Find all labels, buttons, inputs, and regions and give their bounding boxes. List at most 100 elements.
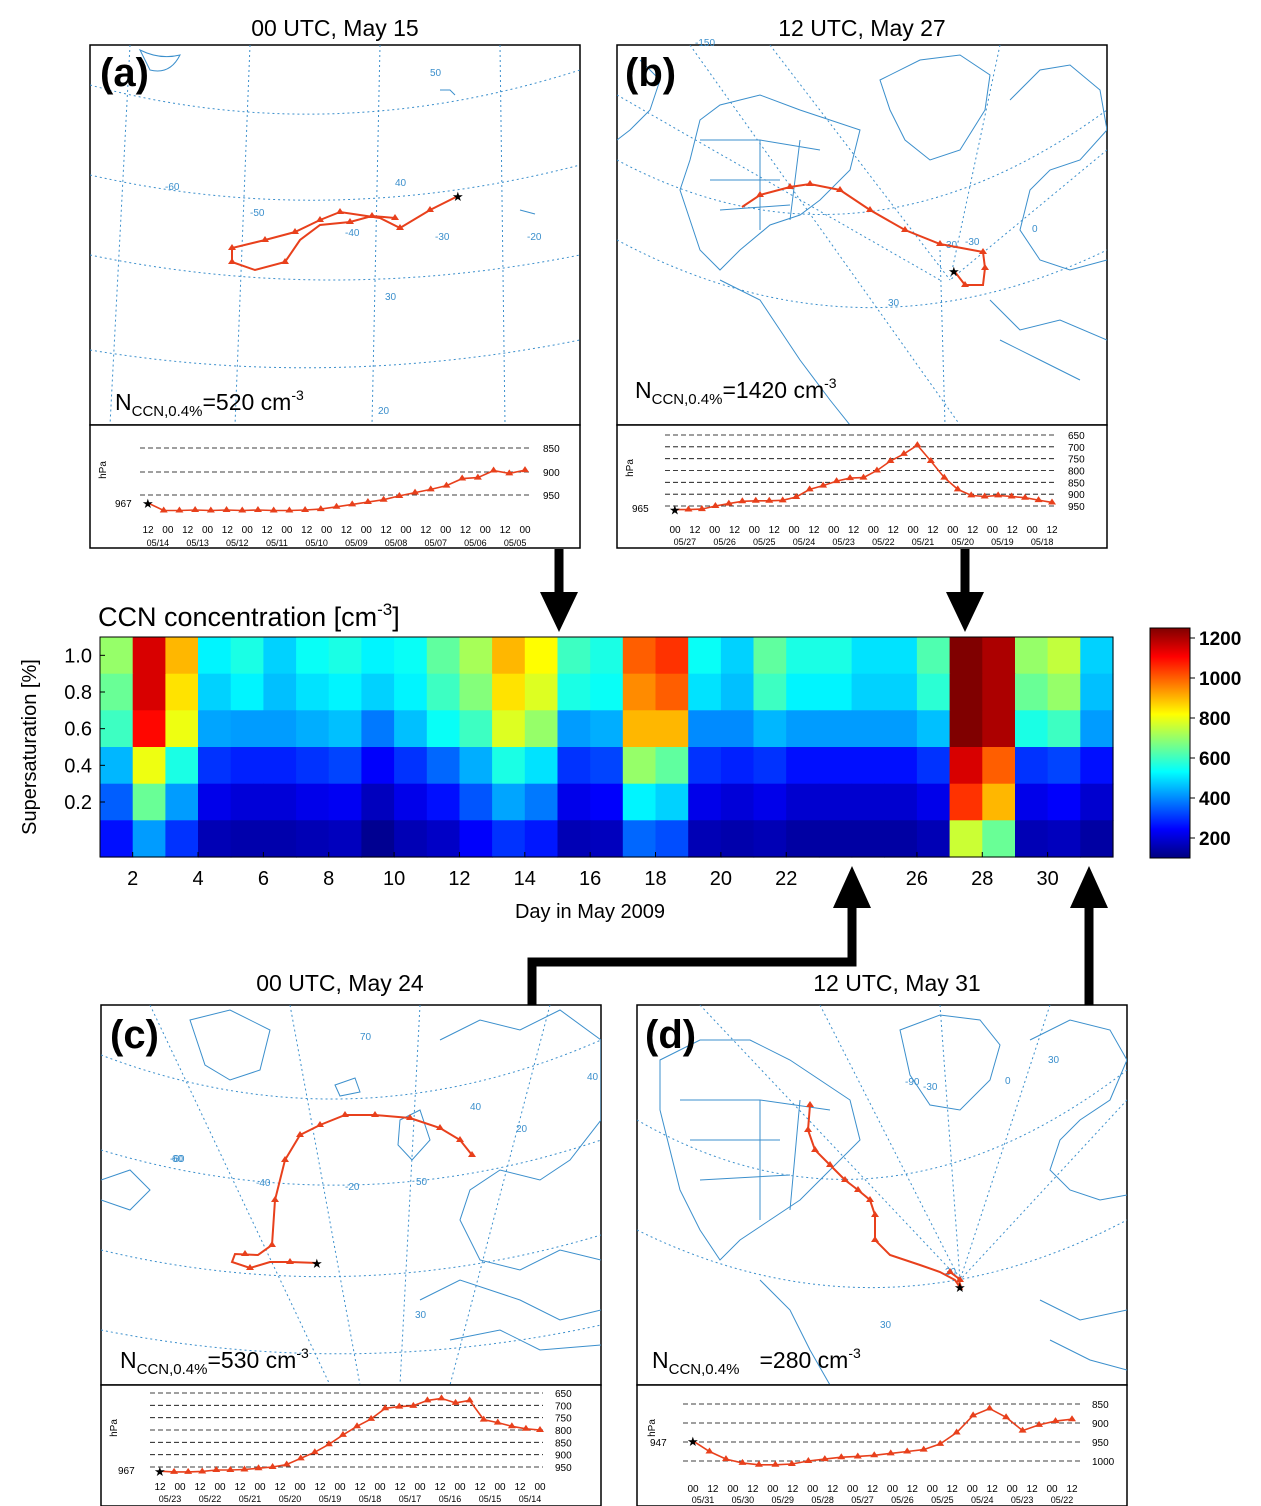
heatmap-cell — [655, 637, 689, 675]
panel-c-profile-marker-icon — [395, 1402, 404, 1409]
panel-a-profile-marker-icon — [253, 506, 262, 513]
panel-b-profile-marker-icon — [940, 473, 949, 480]
panel-a-level-850: 850 — [543, 444, 560, 455]
heatmap-cell — [786, 747, 820, 785]
panel-d-time-tick: 00 — [727, 1484, 739, 1495]
panel-d-profile-marker-icon — [738, 1458, 747, 1465]
panel-d-date-label: 05/22 — [1051, 1495, 1074, 1505]
panel-c-profile-marker-icon — [353, 1422, 362, 1429]
panel-a-profile-marker-icon — [301, 506, 310, 513]
panel-c-ncc-prefix: N — [120, 1347, 137, 1373]
panel-b-time-tick: 00 — [908, 525, 920, 536]
panel-c-profile-marker-icon — [451, 1398, 460, 1405]
heatmap-cell — [296, 820, 330, 858]
panel-d-trajectory — [806, 1104, 963, 1291]
panel-d-profile-marker-icon — [1018, 1426, 1027, 1433]
panel-c-profile-marker-icon — [212, 1465, 221, 1472]
panel-a-ncc-value: =520 cm — [202, 389, 291, 415]
heatmap-cell — [230, 783, 264, 821]
panel-c-level-label: 850 — [555, 1438, 572, 1449]
heatmap-cell — [426, 747, 461, 785]
panel-b-label: (b) — [625, 51, 676, 95]
panel-c-map — [101, 1005, 601, 1385]
heatmap-cell — [720, 820, 755, 858]
heatmap-cell — [426, 637, 461, 675]
heatmap-cell — [1015, 710, 1049, 748]
panel-d-profile-marker-icon — [1035, 1420, 1044, 1427]
heatmap-cell — [688, 747, 722, 785]
panel-d-time-ticks: 00 12 00 12 00 12 00 12 00 12 00 12 00 12 00 12 00 12 00 12… — [687, 1484, 1078, 1505]
panel-b-time-tick: 00 — [947, 525, 959, 536]
panel-c-profile-marker-icon — [338, 1430, 347, 1437]
heatmap-cell — [165, 673, 199, 711]
heatmap-y-tick-label: 0.8 — [64, 682, 92, 704]
heatmap-cell — [296, 747, 330, 785]
panel-c-title: 00 UTC, May 24 — [256, 970, 424, 996]
panel-a-grid-label-m60: -60 — [165, 182, 180, 193]
panel-c-date-label: 05/14 — [519, 1494, 542, 1504]
heatmap-section: CCN concentration [cm-3] 1.0 0.8 0.6 0.4 0.2… — [19, 600, 1241, 923]
heatmap-cell — [655, 783, 689, 821]
panel-a-ncc-sub: CCN,0.4% — [132, 403, 203, 420]
panel-b-time-ticks: 00 12 00 12 00 12 00 12 00 12 00 12 00 12 00 12 00 12 00 12… — [669, 525, 1058, 547]
panel-d-ncc-sub: CCN,0.4% — [669, 1361, 740, 1378]
panel-d-hpa-label: hPa — [647, 1419, 658, 1437]
panel-a-profile-marker-icon — [316, 505, 325, 512]
panel-b-level-label: 700 — [1068, 443, 1085, 454]
heatmap-x-tick-label: 22 — [775, 868, 797, 890]
panel-b-profile-marker-icon — [926, 457, 935, 464]
panel-b-time-tick: 12 — [808, 525, 820, 536]
heatmap-cell — [165, 783, 199, 821]
heatmap-cell — [198, 710, 232, 748]
colorbar-tick-label: 800 — [1199, 709, 1231, 730]
panel-b-grid-label-30b: 30 — [888, 298, 900, 309]
panel-c-profile-marker-icon — [268, 1463, 277, 1469]
arrow-b-head-icon — [946, 592, 984, 632]
panel-d-ncc-exp: -3 — [848, 1345, 861, 1361]
panel-b-time-tick: 12 — [729, 525, 741, 536]
panel-b-time-tick: 12 — [1007, 525, 1019, 536]
panel-b-level-label: 750 — [1068, 455, 1085, 466]
panel-d-time-tick: 00 — [767, 1484, 779, 1495]
panel-d-profile-marker-icon — [804, 1457, 813, 1463]
panel-a-profile-marker-icon — [269, 506, 278, 513]
panel-d-time-tick: 12 — [787, 1484, 799, 1495]
heatmap-cell — [818, 637, 853, 675]
panel-a-profile-marker-icon — [379, 495, 388, 502]
panel-b-level-label: 900 — [1068, 490, 1085, 501]
panel-a-time-tick: 12 — [261, 525, 273, 536]
panel-a-label: (a) — [100, 51, 149, 95]
panel-a-ncc: NCCN,0.4%=520 cm-3 — [115, 387, 304, 420]
panel-b-profile-marker-icon — [859, 473, 868, 480]
heatmap-cell — [100, 747, 134, 785]
heatmap-cell — [753, 783, 787, 821]
heatmap-cell — [263, 673, 297, 711]
panel-c-time-tick: 12 — [154, 1482, 166, 1493]
panel-c-time-tick: 00 — [174, 1482, 186, 1493]
panel-c-profile-marker-icon — [409, 1401, 418, 1408]
panel-d-time-tick: 12 — [987, 1484, 999, 1495]
panel-b-grid-label-m150: -150 — [695, 38, 715, 49]
heatmap-cell — [1047, 710, 1081, 748]
panel-a-profile-marker-icon — [222, 506, 231, 513]
heatmap-cell — [492, 710, 526, 748]
panel-c-time-ticks: 12 00 12 00 12 00 12 00 12 00 12 00 12 00 12 00 12 00 12 00… — [154, 1482, 546, 1504]
panel-a-date-label: 05/13 — [186, 538, 209, 548]
heatmap-cell — [786, 820, 820, 858]
panel-d-grid-label-m90: -90 — [905, 1077, 920, 1088]
heatmap-cell — [230, 820, 264, 858]
panel-d-date-label: 05/30 — [732, 1495, 755, 1505]
panel-a-date-label: 05/05 — [504, 538, 527, 548]
heatmap-cell — [786, 783, 820, 821]
panel-a-time-tick: 12 — [500, 525, 512, 536]
heatmap-cell — [982, 820, 1016, 858]
heatmap-cell — [230, 710, 264, 748]
heatmap-cell — [688, 710, 722, 748]
heatmap-cell — [132, 710, 166, 748]
heatmap-cell — [720, 783, 755, 821]
heatmap-cell — [426, 783, 461, 821]
panel-c-time-tick: 12 — [434, 1482, 446, 1493]
panel-d-time-tick: 12 — [947, 1484, 959, 1495]
panel-d-date-label: 05/23 — [1011, 1495, 1034, 1505]
